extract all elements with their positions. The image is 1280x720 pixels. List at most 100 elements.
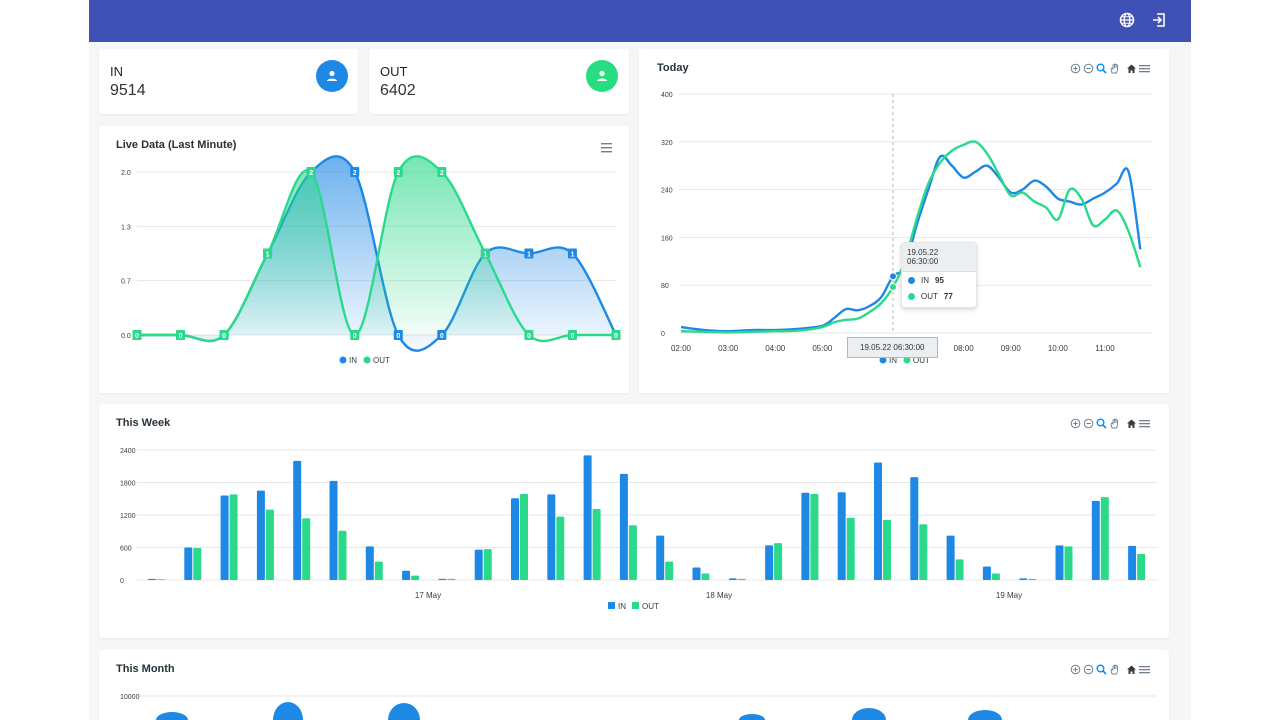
crosshair-x-label: 19.05.22 06:30:00 (847, 337, 938, 358)
zoom-select-icon[interactable] (1096, 61, 1107, 74)
data-label-in: 2 (350, 167, 360, 177)
pan-hand-icon[interactable] (1109, 662, 1120, 675)
week-chart: 2400 1800 1200 600 0 17 May 18 May 19 May IN OUT (120, 448, 1157, 611)
legend-label-in: IN (618, 602, 626, 611)
bar-out (1028, 578, 1037, 580)
x-tick-label: 18 May (706, 591, 732, 600)
bar-in (474, 549, 483, 580)
chart-tooltip: 19.05.22 06:30:00 IN 95 OUT 77 (901, 242, 977, 308)
bar-in (273, 702, 303, 720)
pan-hand-icon[interactable] (1109, 61, 1120, 74)
legend-marker-in (879, 356, 887, 364)
stat-card-in: IN 9514 (99, 49, 358, 114)
today-chart-title: Today (657, 62, 689, 74)
menu-icon[interactable] (1139, 662, 1150, 674)
zoom-select-icon[interactable] (1096, 662, 1107, 675)
home-reset-icon[interactable] (1126, 61, 1137, 73)
bar-in (438, 578, 447, 580)
today-card: Today 400 320 240 160 80 0 02:00 03:00 04:00 05:0… (639, 49, 1169, 393)
top-app-bar (89, 0, 1191, 42)
data-label-value: 2 (353, 170, 357, 177)
bar-out (701, 573, 710, 580)
data-label-in: 1 (567, 248, 577, 259)
week-chart-title: This Week (116, 417, 171, 429)
zoom-out-icon[interactable] (1083, 416, 1094, 429)
zoom-in-icon[interactable] (1070, 416, 1081, 429)
data-label-value: 0 (440, 333, 444, 340)
bar-out (556, 516, 565, 580)
data-label-in: 0 (437, 330, 447, 340)
home-reset-icon[interactable] (1126, 416, 1137, 428)
globe-icon[interactable] (1119, 12, 1137, 30)
bar-out (665, 561, 674, 580)
data-label-value: 0 (527, 333, 531, 340)
bar-in (910, 477, 919, 580)
data-label-bg (437, 167, 447, 177)
zoom-in-icon[interactable] (1070, 61, 1081, 74)
pan-hand-icon[interactable] (1109, 416, 1120, 429)
hover-marker-in (889, 272, 897, 281)
bar-out (302, 518, 311, 580)
bar-in (256, 490, 265, 580)
series-line-in (680, 154, 1142, 333)
y-tick-label: 0 (661, 331, 665, 338)
legend-label-out: OUT (373, 356, 390, 365)
y-tick-label: 320 (661, 140, 673, 147)
y-tick-label: 400 (661, 92, 673, 99)
menu-icon[interactable] (1139, 61, 1150, 73)
x-tick-label: 04:00 (765, 344, 786, 353)
live-chart-title: Live Data (Last Minute) (116, 139, 237, 151)
month-chart-title: This Month (116, 663, 175, 675)
bar-in (692, 567, 701, 580)
hover-marker-out (889, 282, 897, 291)
menu-icon[interactable] (1139, 416, 1150, 428)
zoom-out-icon[interactable] (1083, 662, 1094, 675)
live-data-card: Live Data (Last Minute) 2.0 1.3 0.7 0.0 0 0 0 1… (99, 126, 629, 393)
data-label-bg (524, 248, 534, 259)
zoom-in-icon[interactable] (1070, 662, 1081, 675)
bar-out (1064, 546, 1073, 580)
bar-in (1128, 545, 1137, 580)
data-label-bg (219, 330, 229, 340)
bar-in (156, 712, 188, 720)
data-label-out: 0 (611, 330, 621, 340)
bar-in (220, 495, 229, 580)
data-label-out: 0 (524, 330, 534, 340)
bar-in (583, 455, 592, 580)
live-data-chart: 2.01.30.70.0000122001110000120221000INOU… (121, 155, 621, 365)
data-label-bg (306, 167, 316, 177)
tooltip-in-name: IN (921, 276, 929, 285)
zoom-out-icon[interactable] (1083, 61, 1094, 74)
data-label-out: 0 (132, 330, 142, 340)
home-reset-icon[interactable] (1126, 662, 1137, 674)
menu-icon[interactable] (601, 140, 613, 153)
series-line-out (137, 155, 616, 343)
data-label-bg (567, 248, 577, 259)
bar-out (774, 543, 783, 580)
logout-icon[interactable] (1151, 12, 1169, 30)
bar-out (229, 494, 238, 580)
x-tick-label: 17 May (415, 591, 441, 600)
in-dot-icon (908, 277, 915, 284)
stat-in-label: IN (110, 64, 123, 79)
data-label-bg (437, 330, 447, 340)
legend-label-out: OUT (913, 356, 930, 365)
series-area-out (137, 156, 616, 342)
week-card: This Week 2400 1800 1200 600 0 17 May 18 May 19… (99, 404, 1169, 638)
bar-out (955, 559, 964, 580)
bar-out (883, 519, 891, 580)
bar-in (739, 714, 765, 720)
bar-in (837, 492, 846, 580)
today-legend: IN OUT (879, 356, 930, 365)
zoom-select-icon[interactable] (1096, 416, 1107, 429)
bar-in (1091, 500, 1100, 580)
bar-out (411, 575, 420, 580)
week-toolbar (1070, 416, 1150, 429)
legend-label-in: IN (349, 356, 357, 365)
y-tick-label: 1200 (120, 513, 136, 520)
y-tick-label: 600 (120, 546, 132, 553)
data-label-out: 2 (306, 167, 316, 177)
bar-out (1100, 497, 1109, 580)
bar-out (846, 517, 855, 580)
x-tick-label: 11:00 (1095, 344, 1115, 353)
